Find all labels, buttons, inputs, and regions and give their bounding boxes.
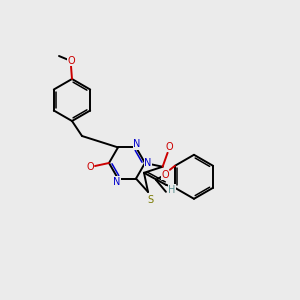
Text: O: O	[86, 162, 94, 172]
Text: H: H	[168, 185, 176, 195]
Text: O: O	[166, 142, 173, 152]
Text: O: O	[161, 170, 169, 180]
Text: O: O	[67, 56, 75, 66]
Text: N: N	[144, 158, 152, 168]
Text: S: S	[147, 195, 153, 205]
Text: N: N	[133, 140, 141, 149]
Text: N: N	[113, 177, 121, 187]
